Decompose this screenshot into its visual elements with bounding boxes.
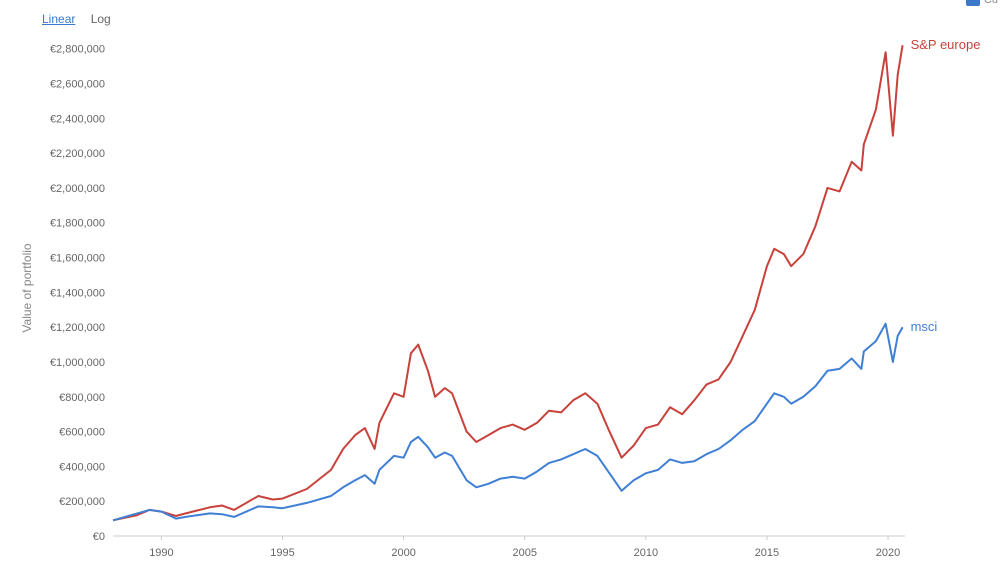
- y-tick-label: €200,000: [59, 496, 105, 508]
- x-tick-label: 2015: [755, 547, 779, 559]
- y-tick-label: €2,000,000: [50, 183, 105, 195]
- series-line: [112, 45, 904, 522]
- y-axis-title: Value of portfolio: [20, 243, 34, 332]
- y-tick-label: €1,200,000: [50, 322, 105, 334]
- x-tick-label: 1990: [149, 547, 173, 559]
- linear-scale-link[interactable]: Linear: [42, 12, 76, 26]
- y-tick-label: €600,000: [59, 427, 105, 439]
- series-label: msci: [911, 319, 938, 334]
- scale-toggle: Linear Log: [42, 12, 123, 26]
- y-tick-label: €2,800,000: [50, 44, 105, 56]
- y-tick-label: €1,000,000: [50, 357, 105, 369]
- y-tick-label: €800,000: [59, 392, 105, 404]
- y-tick-label: €2,600,000: [50, 79, 105, 91]
- y-tick-label: €2,400,000: [50, 113, 105, 125]
- y-tick-label: €1,400,000: [50, 287, 105, 299]
- x-tick-label: 2005: [513, 547, 537, 559]
- log-scale-link[interactable]: Log: [90, 12, 111, 26]
- series-label: S&P europe: [911, 37, 981, 52]
- x-tick-label: 1995: [270, 547, 294, 559]
- x-tick-label: 2020: [876, 547, 900, 559]
- checkbox-icon[interactable]: [966, 0, 980, 6]
- x-tick-label: 2000: [391, 547, 415, 559]
- y-tick-label: €400,000: [59, 461, 105, 473]
- y-tick-label: €2,200,000: [50, 148, 105, 160]
- y-tick-label: €1,600,000: [50, 253, 105, 265]
- x-tick-label: 2010: [634, 547, 658, 559]
- y-tick-label: €1,800,000: [50, 218, 105, 230]
- series-line: [112, 322, 904, 522]
- checkbox-label: Cu: [983, 0, 998, 6]
- y-tick-label: €0: [93, 531, 105, 543]
